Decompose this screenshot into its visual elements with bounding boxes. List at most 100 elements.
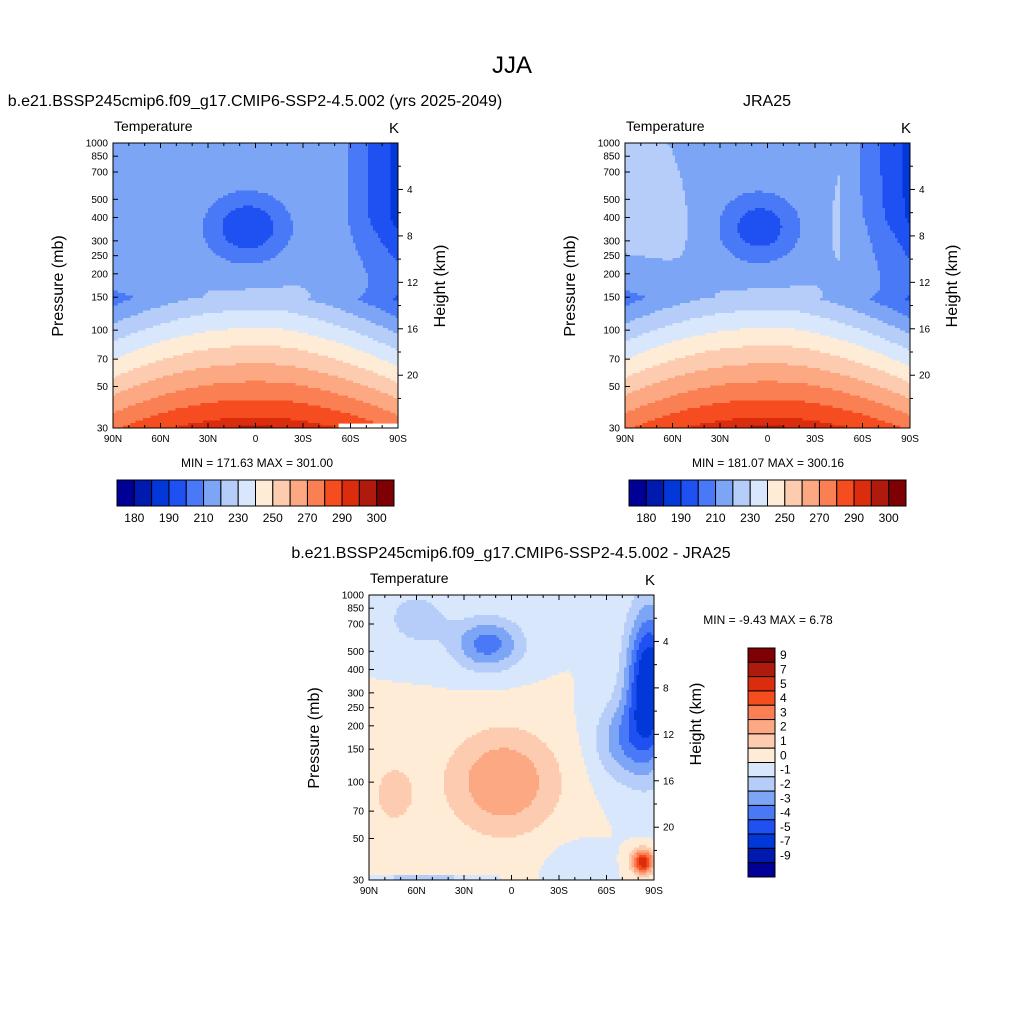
contour-cell [840, 180, 861, 184]
contour-cell [369, 782, 383, 786]
contour-cell [390, 153, 398, 157]
contour-cell [375, 230, 398, 234]
y-tick-label: 850 [603, 152, 620, 163]
contour-cell [365, 268, 398, 272]
contour-cell [208, 348, 299, 352]
contour-cell [379, 802, 413, 806]
contour-cell [677, 163, 861, 167]
contour-cell [635, 408, 689, 412]
contour-cell [895, 325, 910, 329]
contour-cell [511, 652, 525, 656]
contour-cell [800, 228, 834, 232]
contour-cell [639, 630, 654, 634]
contour-cell [188, 405, 322, 409]
contour-cell [369, 657, 455, 661]
contour-cell [750, 243, 771, 247]
colorbar-box-obs [853, 479, 872, 507]
contour-cell [320, 423, 339, 427]
contour-cell [852, 308, 894, 312]
contour-cell [293, 223, 349, 227]
contour-cell [596, 750, 610, 754]
contour-cell [466, 630, 508, 634]
height-tick-label: 20 [663, 823, 675, 834]
contour-cell [900, 425, 910, 428]
contour-cell [695, 370, 831, 374]
contour-cell [905, 203, 910, 207]
contour-cell [872, 245, 904, 249]
contour-cell [619, 865, 630, 869]
contour-cell [625, 150, 674, 154]
contour-cell [625, 200, 686, 204]
contour-cell [636, 707, 654, 711]
contour-cell [745, 240, 776, 244]
contour-cell [393, 220, 398, 224]
contour-cell [690, 318, 831, 322]
contour-cell [875, 258, 910, 262]
contour-cell [636, 860, 640, 864]
contour-cell [842, 390, 894, 394]
colorbar-box-model [151, 479, 170, 507]
contour-cell [270, 218, 292, 222]
contour-cell [862, 203, 884, 207]
contour-cell [639, 732, 653, 736]
contour-cell [170, 320, 327, 324]
contour-cell [368, 278, 398, 282]
contour-cell [747, 363, 789, 367]
contour-cell [625, 315, 644, 319]
contour-cell [720, 230, 739, 234]
contour-cell [840, 243, 874, 247]
contour-cell [800, 225, 834, 229]
contour-cell [652, 365, 724, 369]
contour-cell [454, 752, 485, 756]
height-tick-label: 4 [663, 637, 669, 648]
contour-cell [348, 163, 369, 167]
contour-cell [474, 645, 503, 649]
contour-plot-obs [625, 143, 910, 428]
contour-cell [777, 258, 839, 262]
contour-cell [393, 223, 398, 227]
contour-cell [591, 785, 628, 789]
contour-cell [245, 288, 307, 292]
colorbar-box-model [272, 479, 291, 507]
contour-cell [631, 870, 635, 874]
contour-cell [385, 245, 398, 249]
contour-cell [375, 305, 398, 309]
contour-cell [629, 730, 638, 734]
colorbar-label-obs: 190 [671, 511, 691, 525]
contour-cell [113, 278, 369, 282]
contour-cell [885, 213, 906, 217]
contour-cell [772, 210, 799, 214]
contour-cell [619, 740, 630, 744]
contour-cell [113, 400, 144, 404]
contour-cell [365, 290, 398, 294]
contour-cell [113, 253, 217, 257]
contour-cell [619, 670, 625, 674]
contour-cell [113, 385, 134, 389]
contour-cell [625, 180, 684, 184]
contour-cell [619, 700, 628, 704]
contour-cell [469, 777, 540, 781]
contour-cell [720, 228, 739, 232]
contour-cell [837, 180, 841, 184]
contour-cell [732, 418, 804, 422]
contour-cell [634, 860, 638, 864]
contour-cell [850, 393, 901, 397]
y-tick-label: 700 [91, 167, 108, 178]
contour-cell [476, 802, 533, 806]
contour-cell [368, 148, 392, 152]
contour-cell [629, 707, 638, 711]
contour-cell [173, 373, 329, 377]
contour-cell [368, 185, 392, 189]
contour-cell [574, 702, 608, 706]
y-tick-label: 1000 [342, 591, 365, 602]
contour-cell [390, 205, 398, 209]
contour-cell [641, 652, 654, 656]
contour-cell [609, 700, 620, 704]
contour-cell [867, 228, 891, 232]
contour-cell [188, 298, 309, 302]
contour-cell [625, 280, 881, 284]
contour-cell [369, 830, 478, 834]
contour-cell [882, 185, 904, 189]
contour-cell [634, 865, 638, 869]
contour-cell [626, 690, 633, 694]
